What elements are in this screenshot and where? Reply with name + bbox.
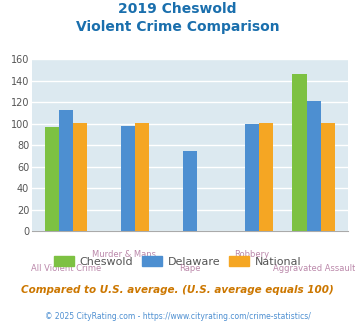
Text: All Violent Crime: All Violent Crime xyxy=(31,264,101,273)
Legend: Cheswold, Delaware, National: Cheswold, Delaware, National xyxy=(49,251,306,271)
Bar xyxy=(183,150,197,231)
Text: 2019 Cheswold: 2019 Cheswold xyxy=(118,2,237,16)
Text: Violent Crime Comparison: Violent Crime Comparison xyxy=(76,20,279,34)
Bar xyxy=(293,74,307,231)
Bar xyxy=(45,127,59,231)
Text: Aggravated Assault: Aggravated Assault xyxy=(273,264,355,273)
Bar xyxy=(307,101,321,231)
Bar xyxy=(59,110,73,231)
Bar xyxy=(121,126,135,231)
Text: Rape: Rape xyxy=(179,264,201,273)
Text: Robbery: Robbery xyxy=(234,250,269,259)
Bar xyxy=(321,123,335,231)
Text: © 2025 CityRating.com - https://www.cityrating.com/crime-statistics/: © 2025 CityRating.com - https://www.city… xyxy=(45,312,310,321)
Bar xyxy=(259,123,273,231)
Bar xyxy=(245,124,259,231)
Text: Compared to U.S. average. (U.S. average equals 100): Compared to U.S. average. (U.S. average … xyxy=(21,285,334,295)
Text: Murder & Mans...: Murder & Mans... xyxy=(92,250,164,259)
Bar xyxy=(135,123,149,231)
Bar xyxy=(73,123,87,231)
